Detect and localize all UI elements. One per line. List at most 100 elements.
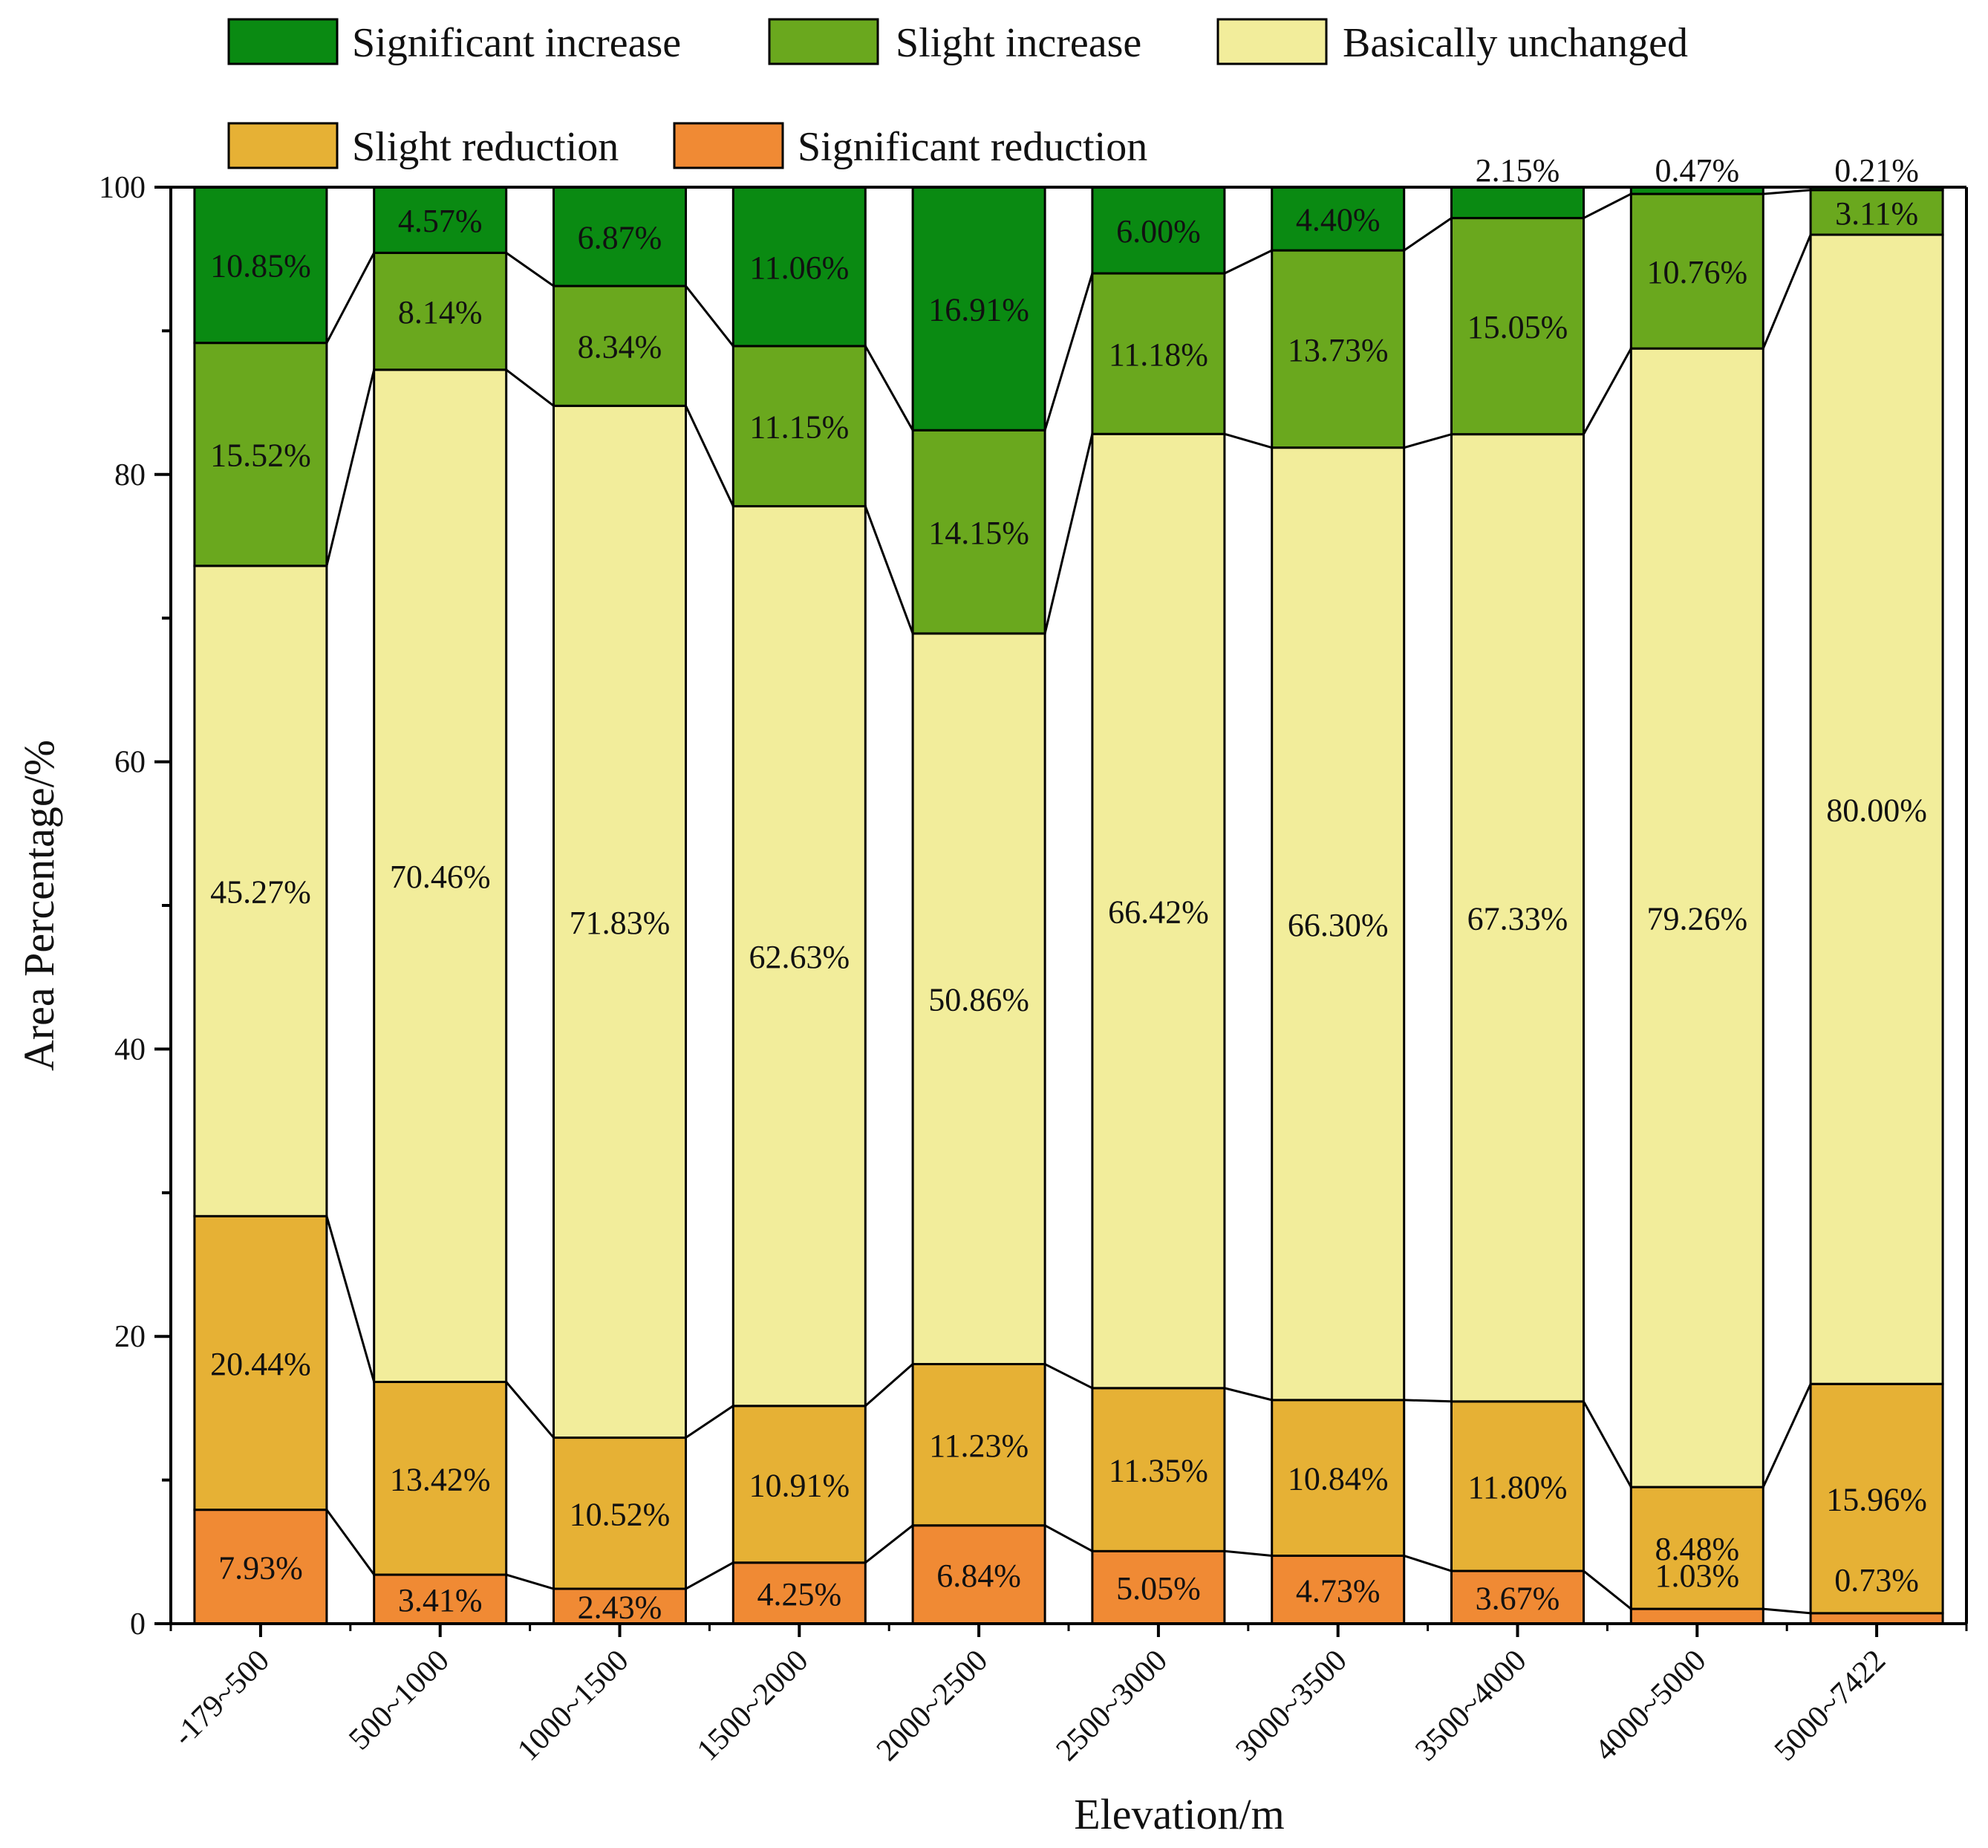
connector-line — [1045, 1526, 1092, 1552]
data-label-significant-increase: 2.15% — [1476, 152, 1560, 189]
x-tick-label: 5000~7422 — [1768, 1644, 1892, 1768]
data-label-basically-unchanged: 66.42% — [1108, 894, 1209, 931]
data-label-significant-reduction: 3.67% — [1476, 1581, 1560, 1617]
legend-swatch-slight-increase — [769, 19, 878, 64]
data-label-basically-unchanged: 50.86% — [928, 982, 1029, 1018]
data-label-significant-reduction: 5.05% — [1116, 1570, 1201, 1607]
connector-line — [686, 286, 734, 346]
connector-line — [1045, 434, 1092, 634]
data-label-slight-increase: 15.52% — [210, 437, 311, 474]
data-label-slight-increase: 11.18% — [1109, 336, 1208, 373]
data-label-slight-reduction: 10.84% — [1288, 1461, 1389, 1497]
connector-line — [506, 370, 554, 406]
data-label-basically-unchanged: 79.26% — [1646, 901, 1747, 937]
y-tick-label: 60 — [114, 746, 146, 780]
connector-line — [1225, 1551, 1272, 1555]
connector-line — [1584, 1571, 1632, 1609]
y-tick-label: 20 — [114, 1320, 146, 1354]
legend-entry-significant-increase: Significant increase — [229, 19, 681, 66]
data-label-basically-unchanged: 71.83% — [570, 905, 671, 941]
connector-line — [1584, 348, 1632, 434]
data-label-slight-reduction: 15.96% — [1826, 1482, 1927, 1518]
data-label-significant-increase: 6.87% — [578, 220, 662, 256]
legend-swatch-significant-reduction — [674, 123, 783, 168]
data-label-basically-unchanged: 80.00% — [1826, 793, 1927, 829]
y-ticks: 0 20 40 60 80 100 — [99, 171, 171, 1642]
legend: Significant increase Slight increase Bas… — [229, 19, 1688, 170]
data-label-slight-increase: 14.15% — [928, 515, 1029, 551]
data-label-significant-increase: 11.06% — [749, 250, 849, 286]
connector-line — [686, 1563, 734, 1589]
connector-line — [686, 1406, 734, 1438]
x-tick-label: 1000~1500 — [511, 1644, 635, 1768]
y-tick-label: 100 — [99, 171, 146, 205]
legend-label-significant-increase: Significant increase — [352, 20, 681, 66]
data-label-significant-reduction: 6.84% — [936, 1558, 1021, 1594]
x-axis-title: Elevation/m — [1074, 1790, 1285, 1838]
connector-line — [506, 1575, 554, 1589]
data-label-significant-increase: 6.00% — [1116, 213, 1201, 250]
connector-lines — [327, 190, 1811, 1613]
data-label-significant-reduction: 4.25% — [757, 1576, 841, 1613]
connector-line — [506, 1382, 554, 1438]
stacked-bar-chart: Significant increase Slight increase Bas… — [0, 0, 1988, 1848]
x-tick-label: 4000~5000 — [1588, 1644, 1712, 1768]
connector-line — [1225, 1388, 1272, 1400]
data-label-basically-unchanged: 67.33% — [1467, 901, 1568, 937]
connector-line — [1763, 1384, 1811, 1487]
data-label-slight-reduction: 8.48% — [1655, 1531, 1739, 1567]
connector-line — [865, 346, 913, 430]
legend-swatch-basically-unchanged — [1218, 19, 1326, 64]
data-label-slight-reduction: 11.80% — [1467, 1469, 1567, 1506]
connector-line — [1404, 1556, 1452, 1572]
connector-line — [327, 370, 374, 566]
bar-segment-significant-increase — [1452, 187, 1584, 218]
connector-line — [1404, 1400, 1452, 1402]
x-tick-label: 3500~4000 — [1409, 1644, 1533, 1768]
legend-entry-slight-increase: Slight increase — [769, 19, 1141, 66]
data-label-significant-reduction: 7.93% — [218, 1549, 303, 1586]
data-label-basically-unchanged: 45.27% — [210, 874, 311, 911]
data-label-significant-increase: 16.91% — [928, 292, 1029, 328]
legend-label-slight-increase: Slight increase — [896, 20, 1141, 66]
data-label-slight-reduction: 13.42% — [390, 1461, 491, 1497]
data-label-slight-increase: 8.14% — [398, 294, 483, 331]
data-label-slight-reduction: 10.91% — [749, 1467, 850, 1503]
bar-segment-significant-reduction — [1631, 1609, 1763, 1624]
connector-line — [686, 406, 734, 506]
connector-line — [1404, 435, 1452, 448]
connector-line — [1763, 235, 1811, 348]
x-tick-label: -179~500 — [166, 1644, 276, 1754]
connector-line — [506, 253, 554, 286]
y-tick-label: 80 — [114, 458, 146, 492]
x-tick-label: 1500~2000 — [691, 1644, 815, 1768]
connector-line — [1584, 194, 1632, 218]
data-label-significant-increase: 0.21% — [1834, 152, 1919, 189]
data-label-significant-increase: 4.40% — [1296, 202, 1381, 238]
connector-line — [327, 1216, 374, 1382]
legend-label-significant-reduction: Significant reduction — [798, 124, 1147, 170]
data-label-significant-increase: 4.57% — [398, 203, 483, 239]
connector-line — [1225, 250, 1272, 273]
data-label-basically-unchanged: 62.63% — [749, 939, 850, 975]
data-label-significant-reduction: 4.73% — [1296, 1572, 1381, 1609]
data-label-slight-increase: 15.05% — [1467, 309, 1568, 345]
data-label-slight-increase: 11.15% — [749, 409, 849, 446]
legend-label-slight-reduction: Slight reduction — [352, 124, 619, 170]
y-axis-title: Area Percentage/% — [15, 740, 63, 1071]
x-tick-label: 3000~3500 — [1229, 1644, 1353, 1768]
data-label-slight-reduction: 10.52% — [570, 1496, 671, 1532]
x-ticks: -179~500 500~1000 1000~1500 1500~2000 2000~2… — [166, 1624, 1966, 1768]
data-label-slight-increase: 13.73% — [1288, 332, 1389, 368]
bar-segment-significant-reduction — [1811, 1613, 1943, 1624]
data-label-slight-reduction: 20.44% — [210, 1346, 311, 1382]
x-tick-label: 500~1000 — [342, 1644, 456, 1757]
y-tick-label: 0 — [130, 1607, 146, 1642]
data-label-significant-increase: 10.85% — [210, 248, 311, 284]
legend-label-basically-unchanged: Basically unchanged — [1343, 20, 1688, 66]
data-label-significant-increase: 0.47% — [1655, 152, 1739, 189]
data-label-slight-increase: 8.34% — [578, 329, 662, 365]
data-label-slight-increase: 3.11% — [1835, 195, 1918, 232]
connector-line — [1763, 1609, 1811, 1613]
connector-line — [1225, 434, 1272, 447]
